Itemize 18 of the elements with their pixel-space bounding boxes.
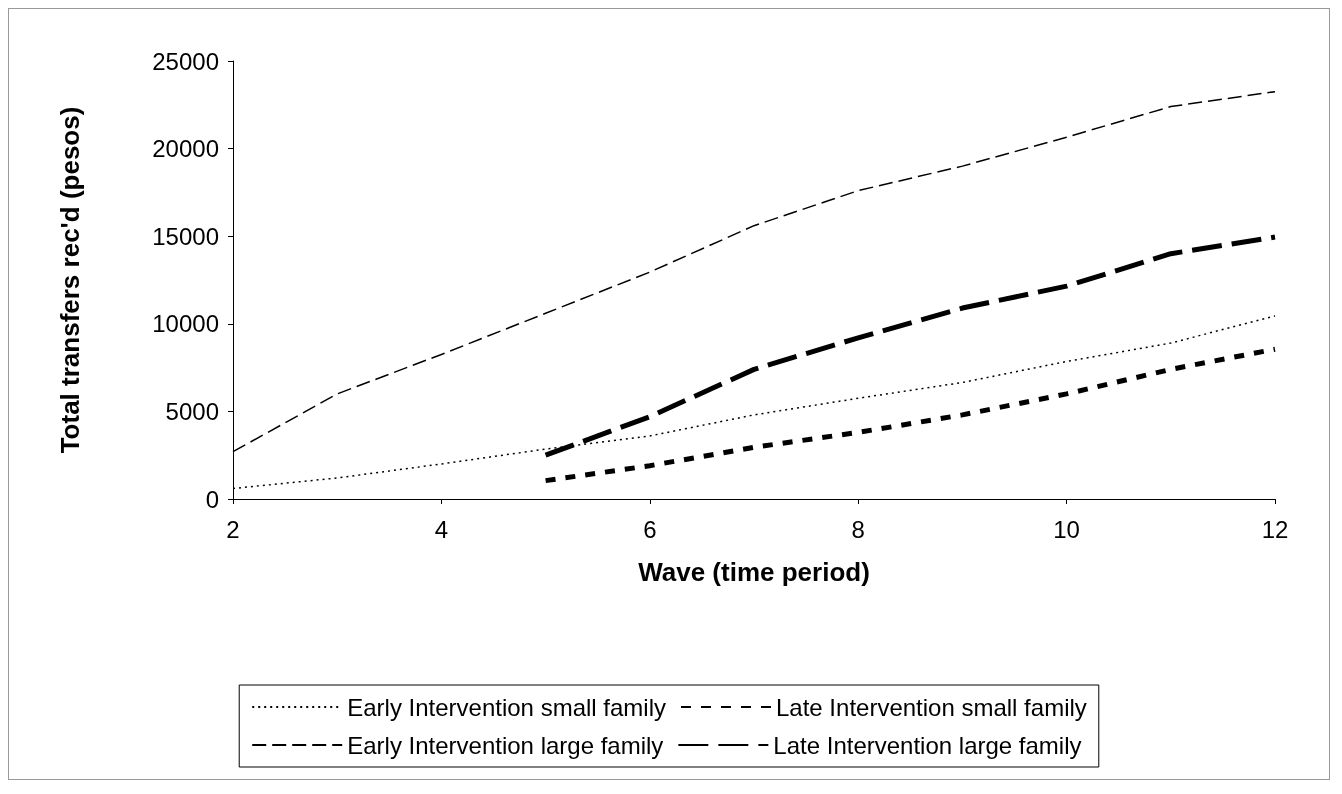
y-axis-title: Total transfers rec'd (pesos) (55, 106, 85, 454)
x-tick-label: 6 (643, 515, 657, 543)
y-tick-label: 0 (205, 485, 219, 513)
legend-label: Early Intervention small family (347, 693, 666, 721)
x-tick-label: 8 (851, 515, 865, 543)
legend-label: Early Intervention large family (347, 731, 664, 759)
y-tick-label: 15000 (152, 222, 219, 250)
x-tick-label: 4 (434, 515, 449, 543)
y-tick-label: 20000 (152, 135, 219, 163)
x-tick-label: 12 (1261, 515, 1289, 543)
legend-label: Late Intervention small family (775, 693, 1087, 721)
y-tick-label: 10000 (152, 310, 219, 338)
x-tick-label: 2 (226, 515, 240, 543)
y-tick-label: 25000 (152, 47, 219, 75)
legend-label: Late Intervention large family (773, 731, 1082, 759)
x-tick-label: 10 (1053, 515, 1080, 543)
y-tick-label: 5000 (165, 397, 219, 425)
x-axis-title: Wave (time period) (638, 557, 870, 587)
